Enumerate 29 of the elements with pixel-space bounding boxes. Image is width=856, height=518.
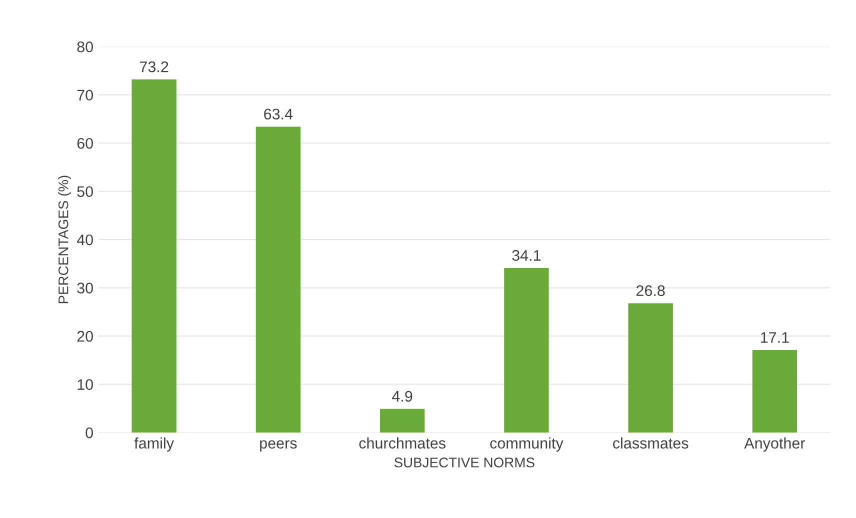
y-tick-label: 40	[76, 234, 93, 246]
y-tick-label: 70	[77, 90, 93, 101]
bar	[132, 79, 176, 433]
x-tick-label: community	[490, 437, 564, 452]
data-label: 73.2	[140, 61, 168, 72]
bar	[380, 408, 425, 433]
y-tick-label: 80	[77, 41, 93, 52]
x-tick-label: classmates	[613, 437, 688, 449]
data-label: 4.9	[392, 390, 412, 402]
data-label: 17.1	[761, 332, 789, 343]
y-tick-label: 30	[77, 282, 93, 294]
data-label: 63.4	[264, 108, 293, 120]
bar	[628, 303, 673, 433]
x-axis-title: SUBJECTIVE NORMS	[394, 458, 534, 468]
y-tick-label: 50	[77, 186, 93, 198]
x-tick-label: churchmates	[359, 437, 446, 449]
y-tick-label: 10	[78, 379, 93, 390]
bar	[256, 126, 301, 433]
data-label: 34.1	[512, 250, 541, 261]
y-tick-label: 20	[77, 330, 93, 342]
y-tick-label: 0	[86, 427, 93, 438]
x-tick-label: peers	[260, 440, 297, 452]
x-tick-label: family	[134, 437, 174, 452]
bar	[752, 350, 798, 433]
data-label: 26.8	[636, 285, 665, 296]
x-tick-label: Anyother	[744, 437, 806, 452]
y-tick-label: 60	[77, 138, 93, 149]
bar	[504, 268, 549, 433]
y-axis-title: PERCENTAGES (%)	[58, 176, 72, 304]
